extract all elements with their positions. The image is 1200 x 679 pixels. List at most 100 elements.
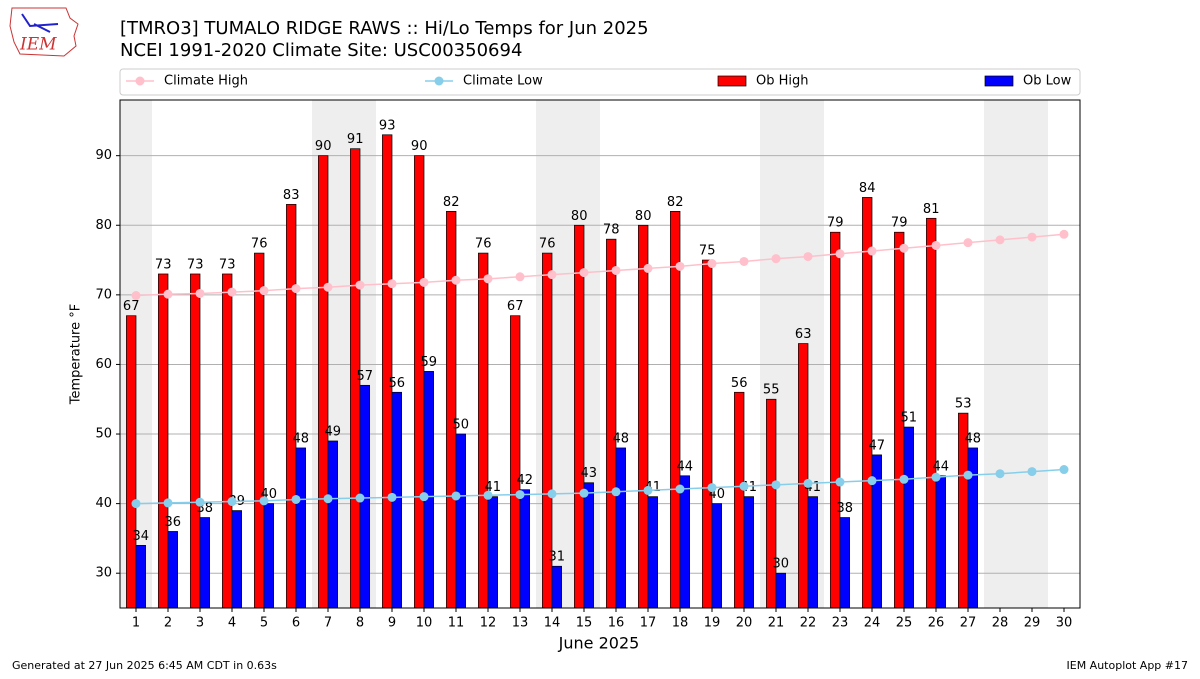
x-tick-label: 14: [544, 616, 561, 631]
bar-value-label: 57: [357, 369, 374, 384]
x-tick-label: 21: [768, 616, 785, 631]
bar: [199, 517, 210, 609]
bar-value-label: 81: [923, 202, 940, 217]
line-point: [451, 491, 461, 501]
y-tick-label: 50: [95, 427, 112, 442]
bar: [423, 371, 434, 609]
line-point: [643, 263, 653, 273]
bar-value-label: 93: [379, 118, 396, 133]
footer-left: Generated at 27 Jun 2025 6:45 AM CDT in …: [12, 659, 277, 672]
bar: [382, 134, 393, 609]
line-point: [867, 246, 877, 256]
bar-value-label: 53: [955, 397, 972, 412]
logo-text: IEM: [19, 35, 57, 55]
legend-label: Climate High: [164, 74, 248, 89]
x-tick-label: 8: [356, 616, 364, 631]
x-tick-label: 10: [416, 616, 433, 631]
bar-value-label: 56: [389, 376, 406, 391]
x-tick-label: 9: [388, 616, 396, 631]
line-point: [707, 483, 717, 493]
bar: [286, 204, 297, 609]
bar-value-label: 67: [123, 299, 140, 314]
line-point: [131, 291, 141, 301]
bar-value-label: 31: [549, 550, 566, 565]
x-tick-label: 15: [576, 616, 593, 631]
line-point: [675, 261, 685, 271]
legend-marker: [434, 76, 444, 86]
x-tick-label: 17: [640, 616, 657, 631]
legend-label: Ob High: [756, 74, 809, 89]
line-point: [163, 498, 173, 508]
x-tick-label: 18: [672, 616, 689, 631]
bar-value-label: 48: [613, 431, 630, 446]
x-tick-label: 6: [292, 616, 300, 631]
x-tick-label: 2: [164, 616, 172, 631]
line-point: [803, 252, 813, 262]
bar: [702, 259, 713, 609]
line-point: [643, 485, 653, 495]
bar: [807, 496, 818, 609]
line-point: [611, 487, 621, 497]
x-tick-label: 12: [480, 616, 497, 631]
line-point: [355, 493, 365, 503]
line-point: [291, 284, 301, 294]
y-axis-label: Temperature °F: [69, 304, 84, 405]
y-tick-label: 40: [95, 496, 112, 511]
shaded-day: [1016, 100, 1048, 608]
bar: [318, 155, 329, 609]
line-point: [931, 472, 941, 482]
legend-label: Ob Low: [1023, 74, 1072, 89]
bar-value-label: 73: [155, 257, 172, 272]
bar-value-label: 36: [165, 515, 182, 530]
x-tick-label: 24: [864, 616, 881, 631]
bar-value-label: 51: [901, 411, 918, 426]
bar: [903, 426, 914, 609]
bar-value-label: 48: [293, 431, 310, 446]
bar: [551, 565, 562, 609]
line-point: [1059, 465, 1069, 475]
line-point: [547, 489, 557, 499]
x-tick-label: 29: [1024, 616, 1041, 631]
x-tick-label: 11: [448, 616, 465, 631]
x-tick-label: 20: [736, 616, 753, 631]
line-point: [707, 259, 717, 269]
bar-value-label: 84: [859, 181, 876, 196]
x-tick-label: 19: [704, 616, 721, 631]
x-tick-label: 22: [800, 616, 817, 631]
shaded-day: [984, 100, 1016, 608]
line-point: [227, 287, 237, 297]
line-point: [611, 265, 621, 275]
bar: [254, 252, 265, 609]
x-tick-label: 13: [512, 616, 529, 631]
bar: [606, 238, 617, 609]
x-tick-label: 28: [992, 616, 1009, 631]
line-point: [739, 481, 749, 491]
legend-box: [119, 68, 1081, 96]
x-tick-label: 16: [608, 616, 625, 631]
line-point: [995, 469, 1005, 479]
bar-value-label: 30: [773, 557, 790, 572]
bar: [830, 231, 841, 609]
bar: [446, 210, 457, 609]
legend-marker: [135, 76, 145, 86]
line-point: [1059, 229, 1069, 239]
line-point: [227, 497, 237, 507]
chart-title: [TMRO3] TUMALO RIDGE RAWS :: Hi/Lo Temps…: [120, 18, 649, 39]
bar-value-label: 38: [837, 501, 854, 516]
bar-value-label: 55: [763, 383, 780, 398]
chart-subtitle: NCEI 1991-2020 Climate Site: USC00350694: [120, 40, 522, 61]
bar-value-label: 49: [325, 424, 342, 439]
bar: [935, 475, 946, 609]
bar-value-label: 73: [187, 257, 204, 272]
bar-value-label: 80: [571, 209, 588, 224]
bar-value-label: 73: [219, 257, 236, 272]
line-point: [131, 499, 141, 509]
bar: [638, 224, 649, 609]
bar: [862, 197, 873, 609]
bar: [167, 531, 178, 609]
y-tick-label: 60: [95, 357, 112, 372]
bar: [766, 398, 777, 609]
plot-frame: [119, 99, 1081, 609]
line-point: [259, 286, 269, 296]
bar-value-label: 44: [677, 459, 694, 474]
